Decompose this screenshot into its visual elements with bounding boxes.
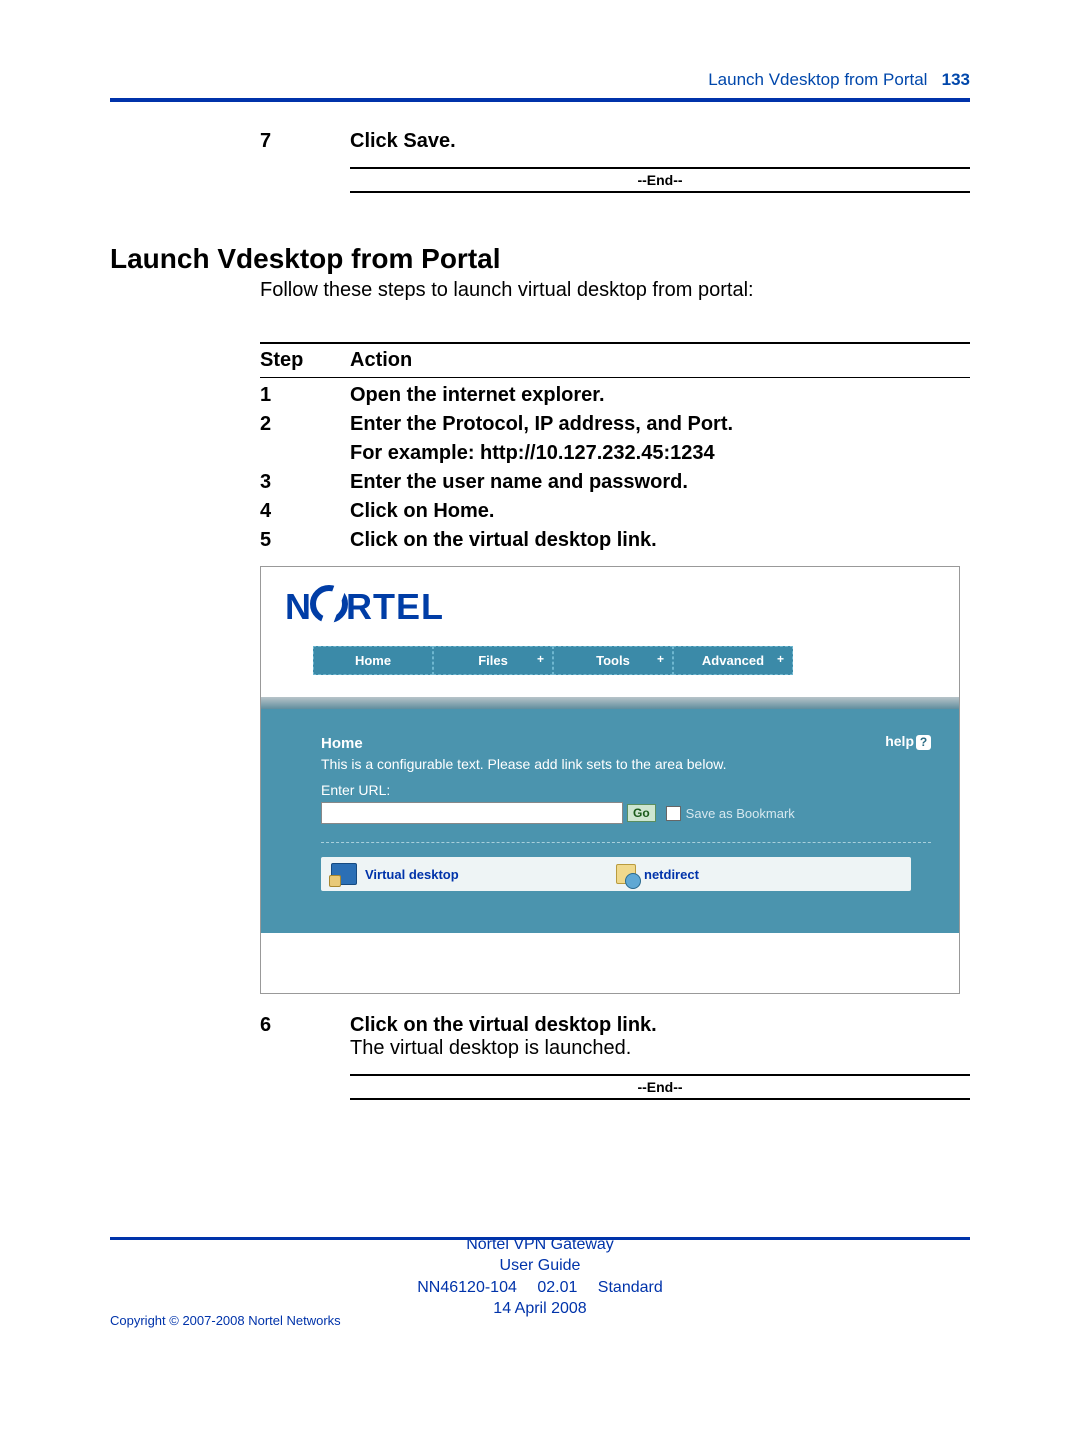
go-button[interactable]: Go (627, 804, 656, 822)
netdirect-link[interactable]: netdirect (616, 863, 901, 885)
help-icon: ? (916, 735, 931, 750)
footer-line3: NN46120-104 02.01 Standard (417, 1279, 663, 1296)
step-2b-action: For example: http://10.127.232.45:1234 (350, 442, 970, 465)
step-3-number: 3 (260, 471, 350, 494)
step-5-action: Click on the virtual desktop link. (350, 529, 970, 552)
dashed-divider (321, 842, 931, 843)
step-1-action: Open the internet explorer. (350, 384, 970, 407)
end-block-2: --End-- (350, 1074, 970, 1100)
step-1-number: 1 (260, 384, 350, 407)
step-6-action: Click on the virtual desktop link. (350, 1014, 970, 1037)
tab-home-label: Home (355, 653, 391, 668)
section-intro: Follow these steps to launch virtual des… (260, 279, 970, 302)
step-7-row: 7 Click Save. (260, 130, 970, 153)
checkbox-icon[interactable] (666, 806, 681, 821)
step-2b-row: For example: http://10.127.232.45:1234 (260, 442, 970, 465)
plus-icon: + (657, 652, 664, 666)
tab-home[interactable]: Home (313, 646, 433, 675)
page-number: 133 (942, 70, 970, 89)
footer-line4: 14 April 2008 (493, 1300, 586, 1317)
tab-tools-label: Tools (596, 653, 630, 668)
footer-line2: User Guide (500, 1257, 581, 1274)
page-header: Launch Vdesktop from Portal 133 (110, 70, 970, 90)
help-link[interactable]: help? (885, 733, 931, 750)
tab-advanced-label: Advanced (702, 653, 764, 668)
plus-icon: + (777, 652, 784, 666)
copyright: Copyright © 2007-2008 Nortel Networks (110, 1313, 341, 1328)
section-heading: Launch Vdesktop from Portal (110, 243, 970, 275)
step-3-row: 3 Enter the user name and password. (260, 471, 970, 494)
plus-icon: + (537, 652, 544, 666)
step-4-row: 4 Click on Home. (260, 500, 970, 523)
save-bookmark[interactable]: Save as Bookmark (666, 806, 795, 821)
brand-prefix: N (285, 586, 312, 627)
steps-body: 1 Open the internet explorer. 2 Enter th… (110, 384, 970, 552)
col-step: Step (260, 349, 350, 372)
step-2b-number (260, 442, 350, 465)
netdirect-label: netdirect (644, 867, 699, 882)
virtual-desktop-label: Virtual desktop (365, 867, 459, 882)
step-table-header: Step Action (260, 342, 970, 378)
url-input[interactable] (321, 802, 623, 824)
step-5-row: 5 Click on the virtual desktop link. (260, 529, 970, 552)
gradient-divider (261, 697, 959, 709)
virtual-desktop-link[interactable]: Virtual desktop (331, 863, 616, 885)
step-5-number: 5 (260, 529, 350, 552)
card-desc: This is a configurable text. Please add … (321, 756, 931, 772)
screenshot-bottom (261, 933, 959, 993)
step-2-row: 2 Enter the Protocol, IP address, and Po… (260, 413, 970, 436)
links-row: Virtual desktop netdirect (321, 857, 911, 891)
header-rule (110, 98, 970, 102)
col-action: Action (350, 349, 412, 372)
brand-suffix: RTEL (346, 586, 444, 627)
end-block-1: --End-- (350, 167, 970, 193)
step-4-number: 4 (260, 500, 350, 523)
nav-tabs: Home Files + Tools + Advanced + (313, 646, 935, 675)
help-label: help (885, 733, 914, 749)
header-title: Launch Vdesktop from Portal (708, 70, 927, 89)
enter-url-label: Enter URL: (321, 782, 931, 798)
end-marker-1: --End-- (350, 169, 970, 191)
nortel-logo: N RTEL (285, 585, 935, 628)
card-title: Home (321, 735, 931, 752)
step-1-row: 1 Open the internet explorer. (260, 384, 970, 407)
tab-tools[interactable]: Tools + (553, 646, 673, 675)
save-bookmark-label: Save as Bookmark (686, 806, 795, 821)
step-4-action: Click on Home. (350, 500, 970, 523)
step-6-row: 6 Click on the virtual desktop link. (260, 1014, 970, 1037)
step-6-result-row: The virtual desktop is launched. (260, 1037, 970, 1060)
step-6-number: 6 (260, 1014, 350, 1037)
home-card: help? Home This is a configurable text. … (321, 735, 931, 891)
tab-advanced[interactable]: Advanced + (673, 646, 793, 675)
end-marker-2: --End-- (350, 1076, 970, 1098)
step-2-action: Enter the Protocol, IP address, and Port… (350, 413, 970, 436)
step-7-action: Click Save. (350, 130, 970, 153)
step-7-number: 7 (260, 130, 350, 153)
step-6-result: The virtual desktop is launched. (350, 1037, 970, 1060)
portal-screenshot: N RTEL Home Files + Tools + Advanced + (260, 566, 960, 994)
footer-line1: Nortel VPN Gateway (466, 1236, 614, 1253)
virtual-desktop-icon (331, 863, 357, 885)
tab-files-label: Files (478, 653, 508, 668)
step-3-action: Enter the user name and password. (350, 471, 970, 494)
footer-text: Nortel VPN Gateway User Guide NN46120-10… (0, 1234, 1080, 1320)
netdirect-icon (616, 864, 636, 884)
step-2-number: 2 (260, 413, 350, 436)
tab-files[interactable]: Files + (433, 646, 553, 675)
nortel-o-icon (310, 585, 348, 623)
